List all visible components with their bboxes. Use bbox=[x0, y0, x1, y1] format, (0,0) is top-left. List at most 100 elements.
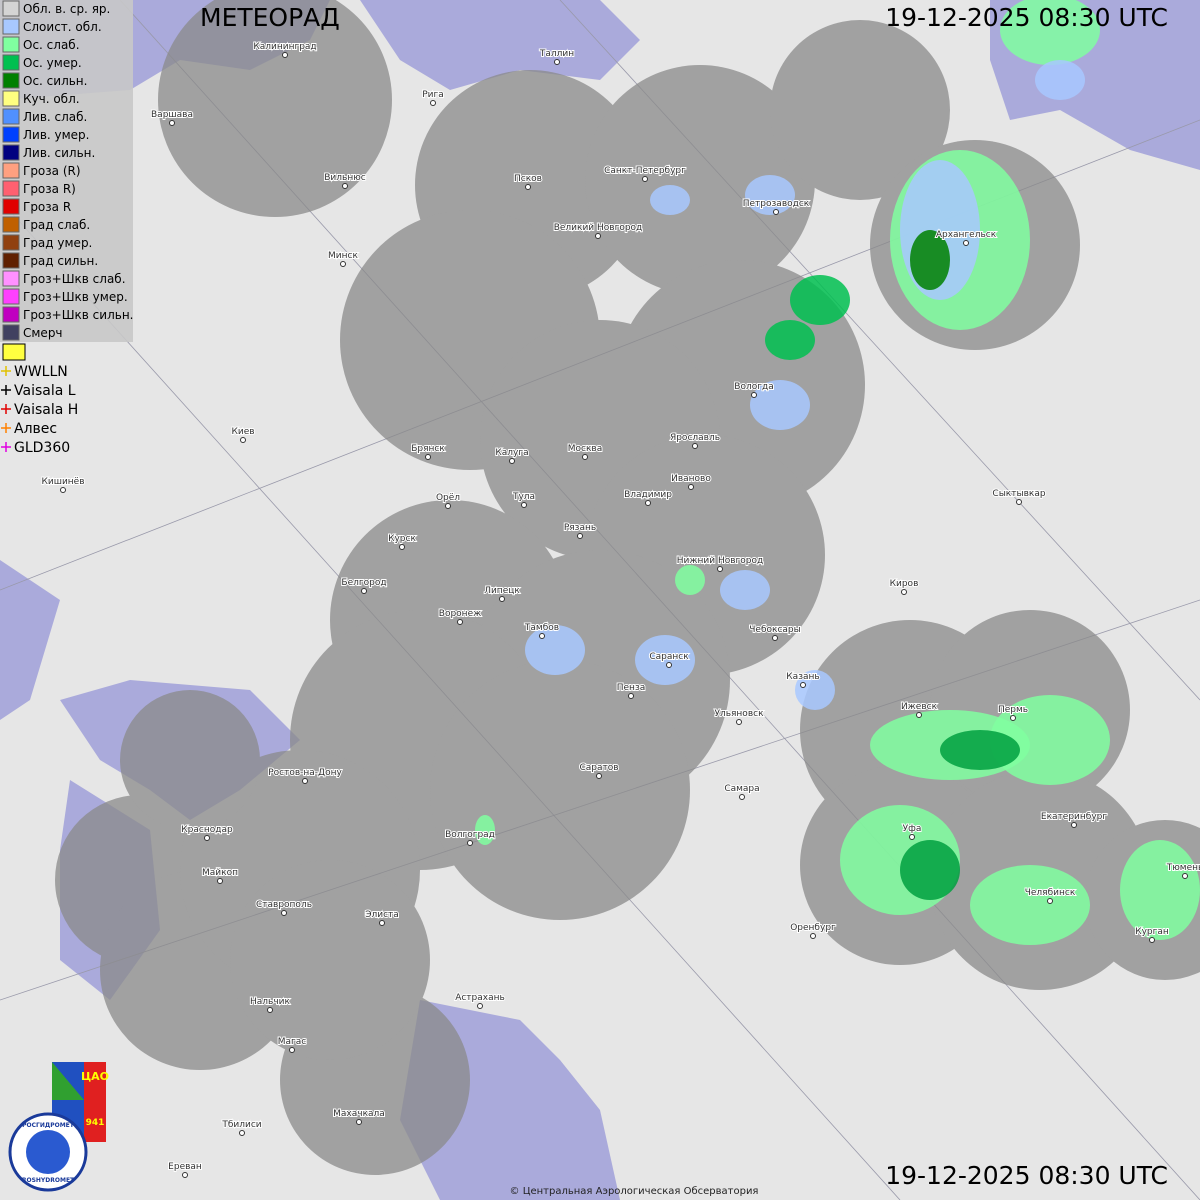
city-label: Сыктывкар bbox=[992, 489, 1045, 499]
city-dot bbox=[499, 596, 505, 602]
city-label: Архангельск bbox=[936, 230, 997, 240]
city-dot bbox=[739, 794, 745, 800]
city-label: Рязань bbox=[564, 523, 596, 533]
legend-swatch bbox=[2, 54, 20, 71]
legend-swatch bbox=[2, 36, 20, 53]
legend-label: Гроза R) bbox=[23, 182, 76, 196]
legend-label: Гроз+Шкв слаб. bbox=[23, 272, 126, 286]
city-dot bbox=[666, 662, 672, 668]
city-label: Пермь bbox=[998, 705, 1028, 715]
city-dot bbox=[425, 454, 431, 460]
legend-label: Ос. сильн. bbox=[23, 74, 87, 88]
radar-circle bbox=[430, 660, 690, 920]
city-dot bbox=[554, 59, 560, 65]
timestamp: 19-12-2025 08:30 UTC bbox=[885, 3, 1168, 32]
city-dot bbox=[445, 503, 451, 509]
lightning-marker bbox=[1, 442, 11, 452]
legend-swatch bbox=[2, 144, 20, 161]
radar-circle bbox=[230, 860, 430, 1060]
lightning-icon bbox=[2, 343, 26, 361]
city-label: Варшава bbox=[151, 110, 193, 120]
precip-area bbox=[650, 185, 690, 215]
city-label: Оренбург bbox=[790, 923, 836, 933]
city-dot bbox=[477, 1003, 483, 1009]
legend-swatch bbox=[2, 126, 20, 143]
city-dot bbox=[342, 183, 348, 189]
timestamp: 19-12-2025 08:30 UTC bbox=[885, 1161, 1168, 1190]
city-label: Саранск bbox=[649, 652, 689, 662]
city-label: Уфа bbox=[903, 824, 922, 834]
city-dot bbox=[457, 619, 463, 625]
city-label: Ижевск bbox=[901, 702, 938, 712]
lightning-label: Vaisala L bbox=[14, 383, 76, 399]
city-label: Челябинск bbox=[1025, 888, 1076, 898]
legend-swatch bbox=[2, 180, 20, 197]
city-label: Казань bbox=[786, 672, 819, 682]
precip-area bbox=[970, 865, 1090, 945]
city-dot bbox=[539, 633, 545, 639]
city-dot bbox=[901, 589, 907, 595]
legend-swatch bbox=[2, 306, 20, 323]
city-label: Владимир bbox=[624, 490, 672, 500]
precip-area bbox=[720, 570, 770, 610]
city-label: Ростов-на-Дону bbox=[268, 768, 342, 778]
city-dot bbox=[379, 920, 385, 926]
legend-label: Ос. слаб. bbox=[23, 38, 80, 52]
legend-label: Слоист. обл. bbox=[23, 20, 102, 34]
city-label: Элиста bbox=[365, 910, 399, 920]
precip-area bbox=[795, 670, 835, 710]
city-dot bbox=[340, 261, 346, 267]
title: МЕТЕОРАД bbox=[200, 3, 340, 32]
city-dot bbox=[521, 502, 527, 508]
logo: ЦАО 941 РОСГИДРОМЕТ ROSHYDROMET bbox=[8, 1062, 109, 1192]
city-dot bbox=[1010, 715, 1016, 721]
lightning-legend: WWLLN Vaisala L Vaisala H Алвес GLD360 bbox=[1, 364, 78, 456]
copyright: © Центральная Аэрологическая Обсерватори… bbox=[510, 1186, 759, 1197]
legend-label: Гроз+Шкв умер. bbox=[23, 290, 128, 304]
city-label: Белгород bbox=[341, 578, 386, 588]
city-label: Чебоксары bbox=[749, 625, 800, 635]
legend-swatch bbox=[2, 234, 20, 251]
city-label: Ульяновск bbox=[714, 709, 764, 719]
city-label: Тула bbox=[512, 492, 535, 502]
city-dot bbox=[356, 1119, 362, 1125]
city-label: Киров bbox=[890, 579, 919, 589]
city-dot bbox=[525, 184, 531, 190]
lightning-marker bbox=[1, 366, 11, 376]
legend-swatch bbox=[2, 288, 20, 305]
city-label: Курск bbox=[388, 534, 416, 544]
precip-area bbox=[790, 275, 850, 325]
legend-swatch bbox=[2, 162, 20, 179]
city-label: Астрахань bbox=[455, 993, 505, 1003]
legend-label: Гроз+Шкв сильн. bbox=[23, 308, 133, 322]
city-dot bbox=[60, 487, 66, 493]
city-dot bbox=[916, 712, 922, 718]
city-label: Ярославль bbox=[670, 433, 720, 443]
legend-swatch bbox=[2, 108, 20, 125]
city-dot bbox=[1182, 873, 1188, 879]
city-label: Краснодар bbox=[181, 825, 233, 835]
precip-area bbox=[475, 815, 495, 845]
legend-label: Гроза (R) bbox=[23, 164, 81, 178]
city-label: Липецк bbox=[484, 586, 520, 596]
city-dot bbox=[169, 120, 175, 126]
precip-area bbox=[745, 175, 795, 215]
city-dot bbox=[302, 778, 308, 784]
city-label: Рига bbox=[422, 90, 444, 100]
city-label: Калининград bbox=[253, 42, 316, 52]
lightning-marker bbox=[1, 385, 11, 395]
city-dot bbox=[204, 835, 210, 841]
city-label: Волгоград bbox=[445, 830, 495, 840]
precip-area bbox=[750, 380, 810, 430]
logo-cao: ЦАО bbox=[81, 1070, 109, 1083]
radar-circle bbox=[158, 0, 392, 217]
lightning-marker bbox=[1, 423, 11, 433]
legend-label: Обл. в. ср. яр. bbox=[23, 2, 110, 16]
city-dot bbox=[717, 566, 723, 572]
city-label: Вильнюс bbox=[324, 173, 366, 183]
city-dot bbox=[1071, 822, 1077, 828]
city-label: Магас bbox=[278, 1037, 307, 1047]
city-label: Воронеж bbox=[439, 609, 481, 619]
radar-circle bbox=[585, 65, 815, 295]
